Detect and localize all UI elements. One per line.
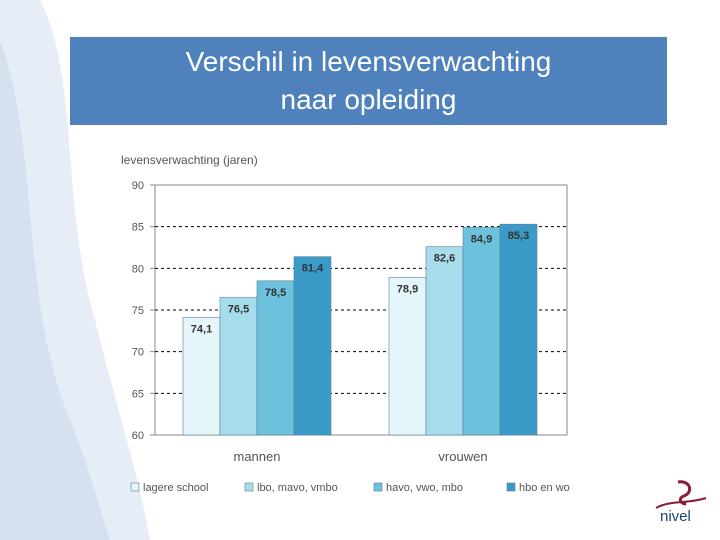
legend-swatch <box>244 482 254 492</box>
data-label: 76,5 <box>228 304 249 316</box>
data-label: 81,4 <box>302 263 324 275</box>
bar <box>462 227 501 436</box>
legend: lagere school lbo, mavo, vmbo havo, vwo, m… <box>130 482 570 494</box>
data-label: 74,1 <box>191 324 212 336</box>
legend-label: havo, vwo, mbo <box>386 482 463 494</box>
data-label: 78,9 <box>397 284 418 296</box>
y-tick-label: 75 <box>132 305 144 317</box>
y-tick-label: 90 <box>132 180 144 192</box>
bar <box>293 256 332 436</box>
legend-label: hbo en wo <box>519 482 570 494</box>
data-label: 85,3 <box>508 230 529 242</box>
legend-swatch <box>506 482 516 492</box>
y-tick-label: 70 <box>132 347 144 359</box>
bar <box>256 280 295 436</box>
category-label: mannen <box>234 449 281 464</box>
bar <box>388 277 427 436</box>
legend-label: lagere school <box>143 482 208 494</box>
nivel-logo <box>655 480 707 509</box>
category-label: vrouwen <box>438 449 487 464</box>
bars-layer <box>182 223 538 436</box>
legend-label: lbo, mavo, vmbo <box>257 482 338 494</box>
bar <box>499 223 538 436</box>
legend-swatch <box>130 482 140 492</box>
y-tick-label: 80 <box>132 263 144 275</box>
bar <box>219 297 258 436</box>
title-line-1: Verschil in levensverwachting <box>185 46 552 77</box>
title-line-2: naar opleiding <box>280 84 457 115</box>
labels-layer: levensverwachting (jaren) 60 65 70 75 80 85 90 7… <box>121 153 529 464</box>
data-label: 84,9 <box>471 234 492 246</box>
logo-text: nivel <box>660 508 691 525</box>
bar <box>425 246 464 436</box>
data-label: 78,5 <box>265 287 286 299</box>
bar <box>182 317 221 436</box>
y-tick-label: 60 <box>132 430 144 442</box>
slide-title: Verschil in levensverwachting naar oplei… <box>70 37 667 125</box>
y-tick-label: 65 <box>132 388 144 400</box>
y-tick-label: 85 <box>132 222 144 234</box>
y-axis-title: levensverwachting (jaren) <box>121 153 258 167</box>
legend-swatch <box>373 482 383 492</box>
data-label: 82,6 <box>434 253 455 265</box>
